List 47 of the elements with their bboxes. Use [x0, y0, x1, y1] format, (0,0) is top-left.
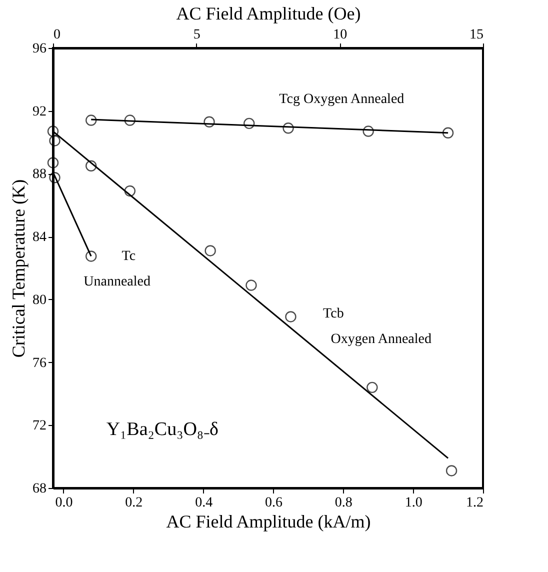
point	[282, 122, 294, 134]
y-tick-label: 92	[32, 104, 46, 120]
point	[204, 245, 216, 256]
point	[49, 172, 60, 184]
point	[49, 135, 60, 146]
point	[204, 116, 215, 128]
point	[362, 126, 374, 137]
point	[124, 185, 136, 197]
x2-tick-label: 5	[193, 28, 200, 42]
point	[446, 465, 458, 476]
y-tick-label: 72	[32, 418, 46, 434]
point	[244, 118, 255, 130]
x-tick-label: 1.2	[466, 496, 484, 510]
x2-tick-label: 10	[333, 28, 348, 42]
y-axis-title: Critical Temperature (K)	[8, 179, 28, 358]
annotation: Tc	[122, 249, 136, 264]
x-tick-label: 0.2	[125, 496, 143, 510]
point	[285, 311, 296, 322]
x-tick-label: 0.6	[264, 496, 282, 510]
y-tick-label: 96	[32, 42, 46, 56]
x-tick-label: 0.4	[195, 496, 213, 510]
x-tick-label: 0.0	[55, 496, 73, 510]
annotation: Tcb	[323, 306, 344, 322]
y-tick-label: 88	[32, 167, 46, 182]
point	[442, 127, 454, 138]
point	[47, 126, 59, 137]
x2-axis-title: AC Field Amplitude (Oe)	[176, 4, 361, 24]
annotation: Unannealed	[84, 274, 150, 290]
y-tick-label: 68	[32, 482, 46, 496]
point	[86, 114, 97, 126]
point	[124, 114, 136, 126]
annotation: Tcg Oxygen Annealed	[279, 92, 404, 108]
y-tick-label: 84	[32, 230, 46, 246]
point	[366, 382, 378, 394]
x-tick-label: 1.0	[404, 496, 422, 510]
x2-tick-label: 0	[54, 28, 60, 42]
x-axis-title: AC Field Amplitude (kA/m)	[166, 512, 371, 532]
x2-tick-label: 15	[470, 28, 484, 42]
annotation: Oxygen Annealed	[330, 332, 432, 347]
point	[47, 157, 59, 168]
point	[86, 160, 97, 172]
point	[246, 280, 257, 291]
x-tick-label: 0.8	[334, 496, 352, 510]
y-tick-label: 76	[32, 356, 46, 371]
point	[86, 250, 97, 262]
annotation: Y₁Ba₂Cu₃O₈₋δ	[106, 419, 219, 440]
y-tick-label: 80	[32, 292, 46, 308]
